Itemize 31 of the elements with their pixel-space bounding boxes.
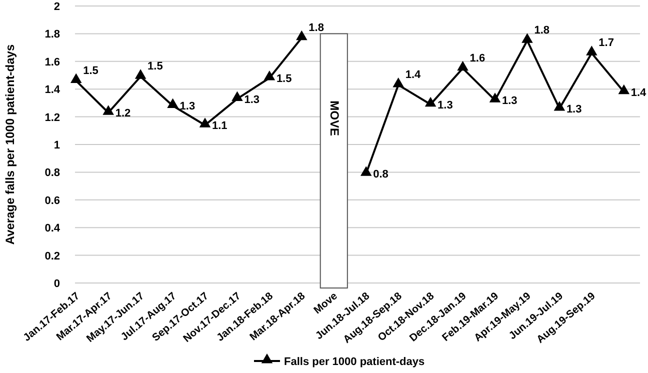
- data-label: 1.4: [630, 86, 648, 99]
- data-label: 1.3: [180, 100, 196, 113]
- y-axis-title: Average falls per 1000 patient-days: [3, 44, 17, 245]
- data-label: 1.5: [276, 73, 292, 86]
- y-tick-label: 0.4: [44, 222, 61, 235]
- data-label: 1.1: [212, 120, 228, 132]
- data-label: 1.8: [534, 24, 550, 37]
- data-label: 1.3: [566, 103, 582, 116]
- band-label: MOVE: [328, 100, 342, 136]
- data-label: 1.8: [308, 22, 324, 34]
- data-label: 1.5: [83, 64, 98, 77]
- data-label: 1.7: [598, 37, 614, 50]
- data-label: 1.3: [502, 95, 518, 108]
- y-tick-label: 0.6: [44, 194, 60, 207]
- y-tick-label: 1.6: [44, 56, 60, 68]
- y-tick-label: 1.8: [44, 28, 60, 41]
- data-label: 0.8: [373, 168, 388, 181]
- data-label: 1.3: [244, 94, 260, 106]
- legend-label: Falls per 1000 patient-days: [284, 356, 425, 368]
- data-label: 1.5: [148, 60, 163, 73]
- y-tick-label: 1: [54, 140, 60, 152]
- data-label: 1.2: [115, 108, 131, 120]
- y-tick-label: 1.4: [44, 84, 61, 96]
- y-tick-label: 0: [54, 278, 60, 290]
- y-tick-label: 2: [54, 1, 60, 13]
- y-tick-label: 0.2: [44, 250, 60, 262]
- data-label: 1.4: [405, 68, 422, 81]
- data-label: 1.3: [438, 99, 453, 112]
- data-label: 1.6: [470, 52, 486, 64]
- y-tick-label: 0.8: [44, 167, 60, 180]
- y-tick-label: 1.2: [44, 112, 60, 124]
